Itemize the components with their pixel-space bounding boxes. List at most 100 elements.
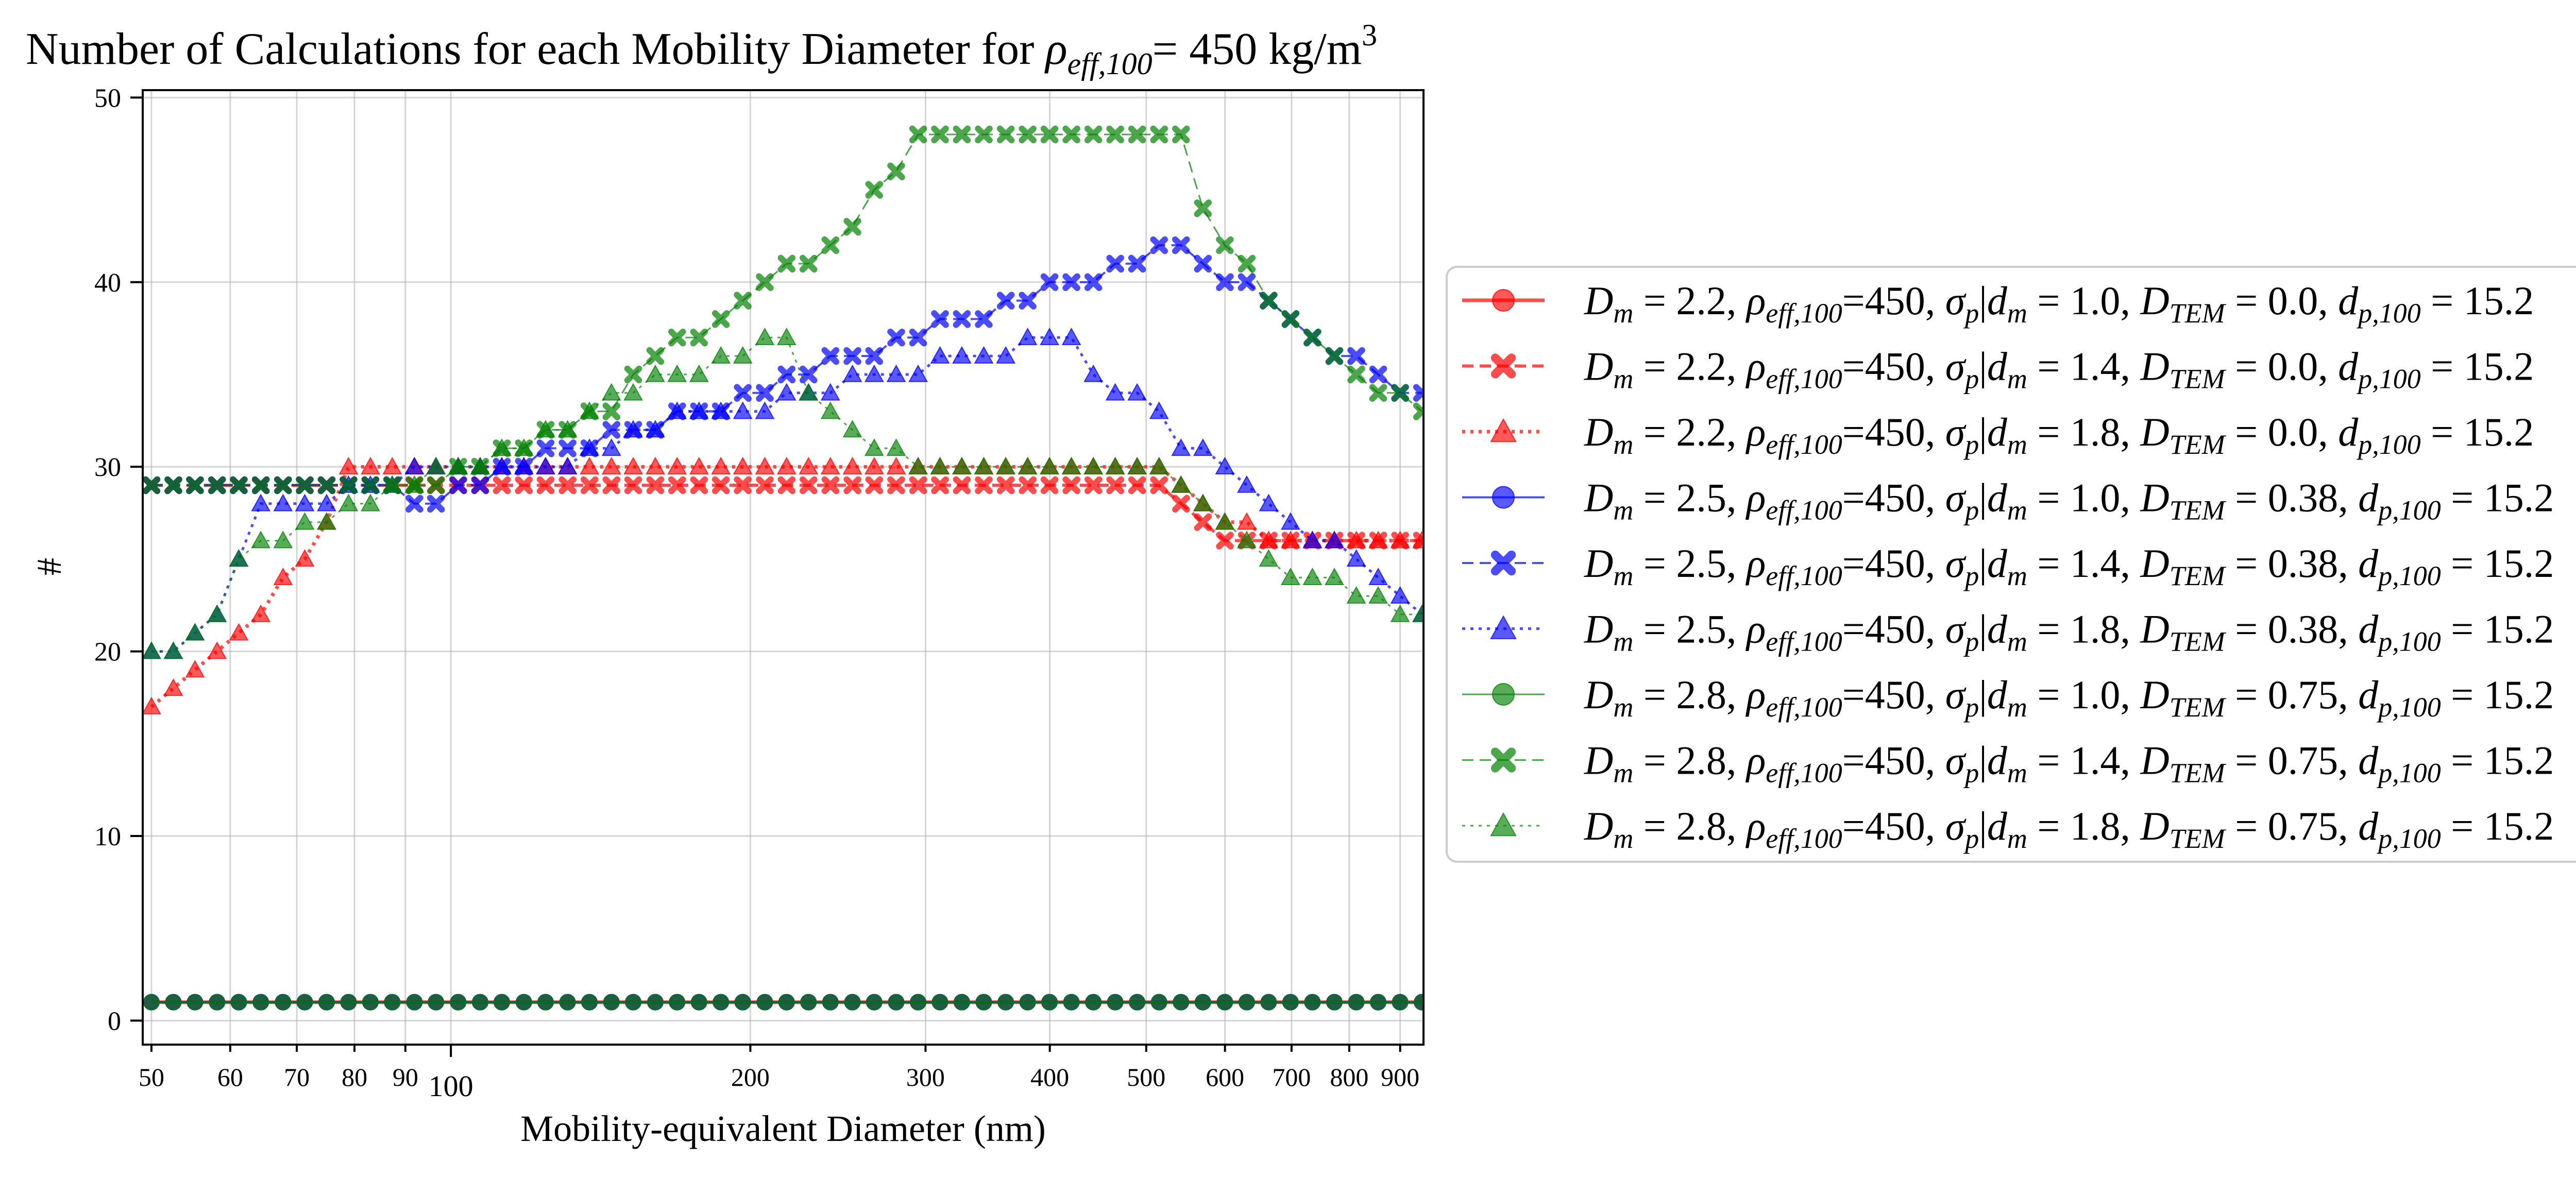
data-point: [405, 494, 423, 513]
data-point: [601, 383, 621, 401]
x-tick-label: 500: [1127, 1063, 1165, 1091]
data-point: [1083, 364, 1104, 382]
data-point: [1238, 273, 1256, 291]
data-point: [668, 329, 686, 347]
grid-lines: [143, 90, 1423, 1045]
data-point: [778, 994, 795, 1011]
data-point: [1280, 567, 1300, 586]
data-point: [1368, 586, 1388, 604]
data-point: [689, 456, 709, 474]
data-point: [755, 456, 775, 474]
data-point: [1040, 273, 1059, 291]
legend-marker: [1492, 486, 1515, 509]
data-point: [865, 181, 884, 199]
data-point: [667, 401, 687, 419]
data-point: [143, 696, 161, 714]
data-point: [777, 365, 796, 384]
data-point: [689, 401, 709, 419]
data-point: [360, 493, 380, 511]
data-point: [821, 236, 839, 254]
data-point: [1414, 994, 1423, 1011]
legend-label: Dm = 2.2, ρeff,100=450, σp|dm = 1.4, DTE…: [1584, 344, 2534, 395]
data-point: [1215, 512, 1235, 530]
data-point: [492, 438, 512, 456]
legend-marker: [1490, 353, 1516, 379]
data-point: [1348, 994, 1365, 1011]
data-point: [713, 994, 730, 1011]
data-point: [1171, 438, 1191, 456]
data-point: [931, 310, 949, 328]
y-tick-label: 40: [94, 268, 121, 298]
data-point: [1369, 365, 1387, 384]
x-tick-label: 200: [731, 1063, 770, 1091]
data-point: [864, 364, 884, 382]
data-point: [470, 456, 490, 474]
data-point: [580, 438, 599, 456]
data-point: [1346, 531, 1366, 549]
data-point: [1061, 456, 1081, 474]
data-point: [316, 512, 336, 530]
y-axis-label: #: [29, 558, 69, 575]
data-point: [888, 994, 905, 1011]
data-point: [623, 420, 643, 438]
x-tick-label: 600: [1206, 1063, 1244, 1091]
data-point: [1368, 531, 1388, 549]
data-point: [1390, 604, 1410, 622]
data-point: [1019, 292, 1037, 310]
data-point: [1412, 604, 1423, 622]
data-point: [689, 364, 709, 382]
data-point: [1150, 476, 1168, 494]
data-point: [1216, 236, 1234, 254]
legend-marker: [1490, 418, 1517, 442]
data-point: [1127, 456, 1147, 474]
legend-entry: Dm = 2.8, ρeff,100=450, σp|dm = 1.0, DTE…: [1462, 672, 2554, 723]
data-point: [1173, 994, 1190, 1011]
data-point: [1346, 549, 1366, 567]
data-point: [449, 476, 467, 494]
data-point: [1063, 994, 1080, 1011]
legend-label: Dm = 2.5, ρeff,100=450, σp|dm = 1.0, DTE…: [1584, 475, 2554, 526]
legend-entry: Dm = 2.2, ρeff,100=450, σp|dm = 1.4, DTE…: [1462, 344, 2534, 395]
data-point: [557, 456, 578, 474]
data-point: [275, 994, 292, 1011]
legend-marker: [1490, 747, 1516, 773]
legend-label: Dm = 2.2, ρeff,100=450, σp|dm = 1.0, DTE…: [1584, 278, 2534, 329]
data-point: [624, 476, 642, 494]
data-point: [427, 494, 445, 513]
data-point: [296, 994, 313, 1011]
data-point: [1062, 125, 1080, 144]
data-point: [426, 456, 446, 474]
data-point: [975, 994, 992, 1011]
y-tick-label: 20: [94, 638, 121, 667]
data-point: [734, 384, 752, 402]
data-point: [909, 476, 927, 494]
data-point: [1368, 567, 1388, 586]
data-point: [974, 456, 994, 474]
data-point: [1369, 384, 1387, 402]
chart-title: Number of Calculations for each Mobility…: [26, 18, 1377, 81]
data-point: [230, 994, 247, 1011]
data-point: [711, 456, 731, 474]
data-point: [886, 438, 906, 456]
y-tick-label: 30: [94, 453, 121, 482]
data-point: [776, 327, 796, 346]
data-point: [711, 401, 731, 419]
data-point: [1282, 994, 1299, 1011]
data-point: [996, 476, 1015, 494]
data-point: [273, 493, 293, 511]
data-point: [1172, 125, 1190, 144]
data-point: [820, 456, 840, 474]
data-point: [996, 346, 1016, 364]
data-point: [602, 476, 620, 494]
data-point: [251, 531, 271, 549]
data-point: [1412, 531, 1423, 549]
data-point: [580, 456, 599, 474]
legend-marker: [1492, 289, 1515, 312]
data-point: [756, 384, 774, 402]
data-point: [887, 329, 905, 347]
data-point: [755, 327, 775, 346]
data-point: [1325, 531, 1344, 549]
x-tick-label: 70: [284, 1063, 310, 1091]
data-point: [864, 438, 884, 456]
data-point: [1062, 273, 1080, 291]
